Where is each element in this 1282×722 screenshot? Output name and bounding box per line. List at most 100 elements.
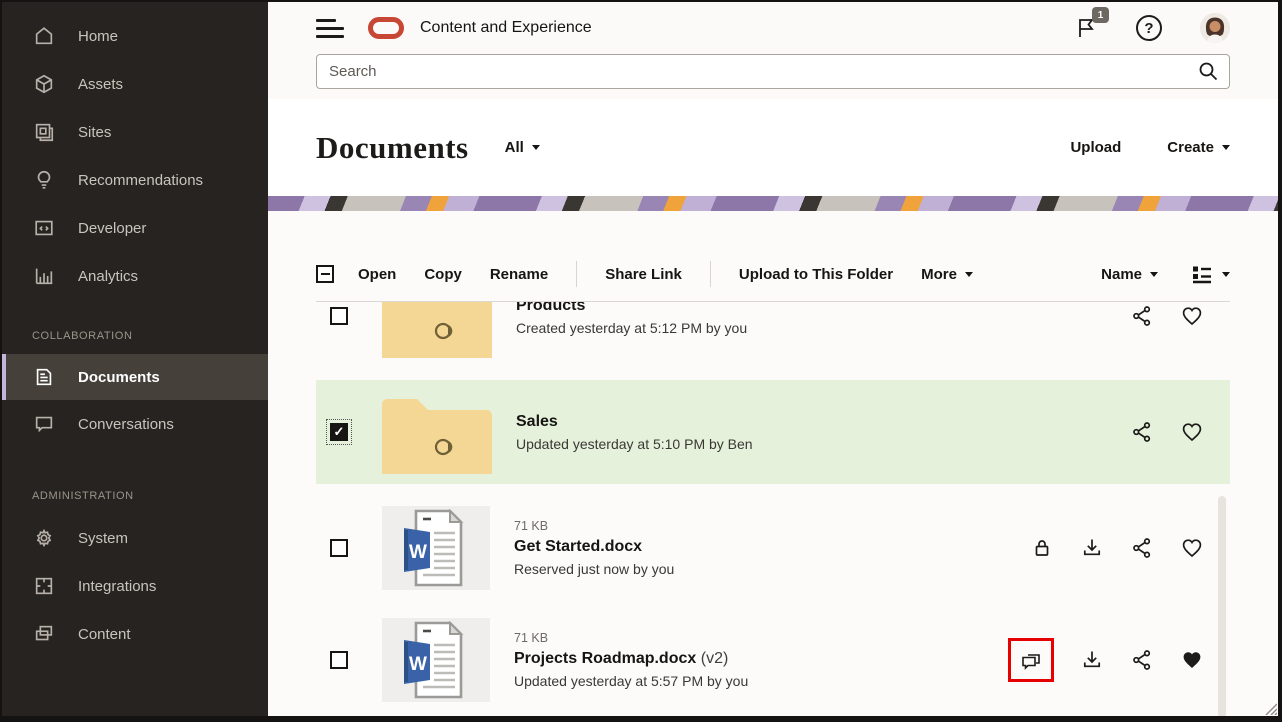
item-size: 71 KB xyxy=(514,519,549,533)
sidebar-item-content[interactable]: Content xyxy=(2,610,268,658)
chevron-down-icon xyxy=(531,145,540,150)
item-name: Sales xyxy=(516,412,558,430)
select-all-checkbox[interactable] xyxy=(316,265,334,283)
open-button[interactable]: Open xyxy=(358,265,397,283)
word-document-thumbnail[interactable] xyxy=(382,618,490,702)
sidebar-item-documents[interactable]: Documents xyxy=(2,354,268,400)
folder-thumbnail[interactable] xyxy=(382,302,492,358)
conversation-icon[interactable] xyxy=(1019,648,1043,672)
main-area: Content and Experience 1 ? xyxy=(268,2,1278,716)
list-item-sales[interactable]: Sales Updated yesterday at 5:10 PM by Be… xyxy=(316,380,1230,484)
favorite-heart-icon[interactable] xyxy=(1180,420,1204,444)
code-window-icon xyxy=(32,216,56,240)
sidebar-item-system[interactable]: System xyxy=(2,514,268,562)
document-icon xyxy=(32,365,56,389)
sidebar: Home Assets Sites Recommendations Develo… xyxy=(2,2,268,716)
item-version: (v2) xyxy=(700,650,729,667)
share-icon[interactable] xyxy=(1130,536,1154,560)
sidebar-item-recommendations[interactable]: Recommendations xyxy=(2,156,268,204)
filter-dropdown[interactable]: All xyxy=(505,139,540,156)
download-icon[interactable] xyxy=(1080,648,1104,672)
favorite-heart-filled-icon[interactable] xyxy=(1180,648,1204,672)
item-size: 71 KB xyxy=(514,631,549,645)
page-title: Documents xyxy=(316,129,469,165)
row-checkbox[interactable] xyxy=(326,419,352,445)
item-name: Projects Roadmap.docx (v2) xyxy=(514,650,729,667)
download-icon[interactable] xyxy=(1080,536,1104,560)
sidebar-item-assets[interactable]: Assets xyxy=(2,60,268,108)
sort-dropdown[interactable]: Name xyxy=(1101,266,1158,283)
favorite-heart-icon[interactable] xyxy=(1180,304,1204,328)
banner-image xyxy=(268,196,1278,211)
view-options-dropdown[interactable] xyxy=(1190,262,1230,286)
bar-chart-icon xyxy=(32,264,56,288)
list-view-icon xyxy=(1193,266,1211,284)
sidebar-item-label: Analytics xyxy=(78,267,139,285)
sort-dropdown-value: Name xyxy=(1101,265,1142,283)
sidebar-item-label: Developer xyxy=(78,219,147,237)
lock-icon[interactable] xyxy=(1030,536,1054,560)
item-meta: Reserved just now by you xyxy=(514,561,675,577)
item-name: Get Started.docx xyxy=(514,538,643,555)
folder-thumbnail[interactable] xyxy=(382,390,492,474)
sidebar-item-analytics[interactable]: Analytics xyxy=(2,252,268,300)
top-header-area: Content and Experience 1 ? xyxy=(268,2,1278,99)
puzzle-icon xyxy=(32,574,56,598)
row-checkbox[interactable] xyxy=(330,539,348,557)
list-item-products[interactable]: Products Created yesterday at 5:12 PM by… xyxy=(316,302,1230,368)
item-meta: Updated yesterday at 5:10 PM by Ben xyxy=(516,435,753,452)
share-icon[interactable] xyxy=(1130,648,1154,672)
list-item-get-started[interactable]: 71 KB Get Started.docx Reserved just now… xyxy=(316,496,1230,600)
notifications-button[interactable]: 1 xyxy=(1074,7,1109,40)
sidebar-item-label: Home xyxy=(78,27,119,45)
chevron-down-icon xyxy=(1222,271,1230,277)
sidebar-item-integrations[interactable]: Integrations xyxy=(2,562,268,610)
app-title: Content and Experience xyxy=(420,19,592,36)
sidebar-item-label: Content xyxy=(78,625,131,643)
help-button[interactable]: ? xyxy=(1136,15,1162,41)
sidebar-item-conversations[interactable]: Conversations xyxy=(2,400,268,448)
question-mark-icon: ? xyxy=(1144,19,1154,37)
search-icon[interactable] xyxy=(1196,59,1220,83)
search-row xyxy=(316,54,1230,99)
favorite-heart-icon[interactable] xyxy=(1180,536,1204,560)
lightbulb-icon xyxy=(32,168,56,192)
sidebar-item-label: Sites xyxy=(78,123,112,141)
item-meta: Updated yesterday at 5:57 PM by you xyxy=(514,673,749,689)
upload-to-folder-button[interactable]: Upload to This Folder xyxy=(738,265,894,283)
resize-grip-icon[interactable] xyxy=(1262,700,1277,715)
more-menu-button[interactable]: More xyxy=(921,266,973,283)
item-name: Products xyxy=(516,302,586,314)
upload-button[interactable]: Upload xyxy=(1070,139,1122,156)
sites-icon xyxy=(32,120,56,144)
list-item-projects-roadmap[interactable]: 71 KB Projects Roadmap.docx (v2) Updated… xyxy=(316,608,1230,712)
sidebar-section-administration: ADMINISTRATION xyxy=(32,490,134,502)
filter-dropdown-value: All xyxy=(504,139,524,156)
row-checkbox[interactable] xyxy=(330,651,348,669)
sidebar-item-label: Conversations xyxy=(78,415,174,433)
share-icon[interactable] xyxy=(1130,304,1154,328)
sidebar-item-label: System xyxy=(78,529,129,547)
copy-button[interactable]: Copy xyxy=(424,265,462,283)
sidebar-item-label: Recommendations xyxy=(78,171,204,189)
rename-button[interactable]: Rename xyxy=(489,265,549,283)
chat-bubble-icon xyxy=(32,412,56,436)
hamburger-menu-icon[interactable] xyxy=(316,18,344,38)
search-input[interactable] xyxy=(316,54,1230,89)
flag-icon xyxy=(1079,19,1094,37)
sidebar-item-developer[interactable]: Developer xyxy=(2,204,268,252)
sidebar-item-sites[interactable]: Sites xyxy=(2,108,268,156)
sidebar-item-home[interactable]: Home xyxy=(2,12,268,60)
share-icon[interactable] xyxy=(1130,420,1154,444)
chevron-down-icon xyxy=(1150,271,1158,277)
assets-cube-icon xyxy=(32,72,56,96)
sidebar-item-label: Integrations xyxy=(78,577,157,595)
scrollbar[interactable] xyxy=(1218,496,1226,716)
row-checkbox[interactable] xyxy=(330,307,348,325)
word-document-thumbnail[interactable] xyxy=(382,506,490,590)
share-link-button[interactable]: Share Link xyxy=(605,265,682,283)
user-avatar[interactable] xyxy=(1200,13,1230,43)
sidebar-item-label: Assets xyxy=(78,75,124,93)
create-button[interactable]: Create xyxy=(1167,139,1230,156)
